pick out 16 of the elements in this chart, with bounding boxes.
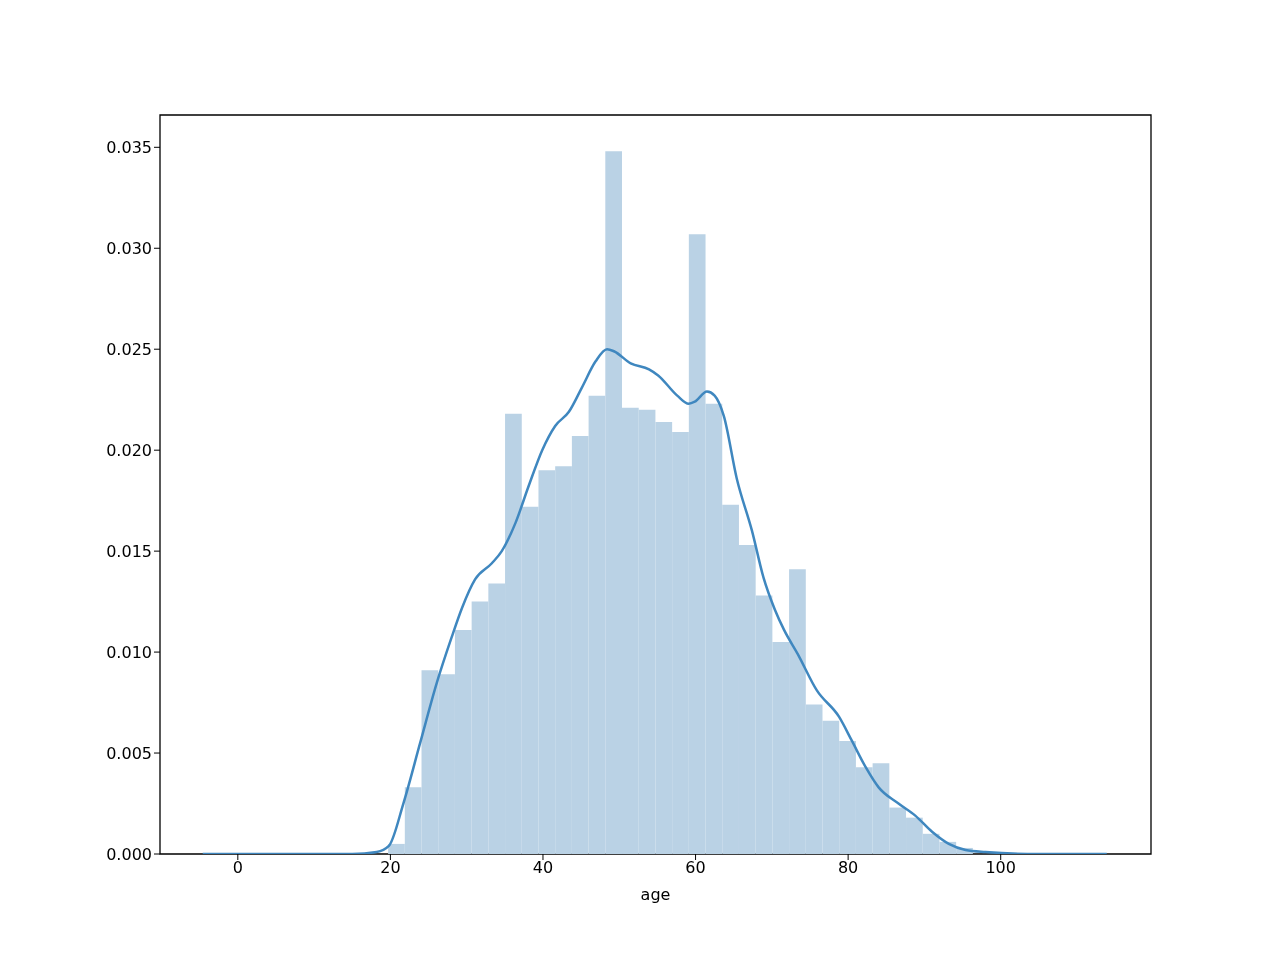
- y-tick-label: 0.030: [106, 238, 152, 258]
- x-tick-label: 60: [685, 858, 706, 878]
- x-tick-label: 20: [380, 858, 401, 878]
- y-tick-label: 0.035: [106, 137, 152, 157]
- x-tick-label: 0: [232, 858, 243, 878]
- y-tick-label: 0.005: [106, 743, 152, 763]
- y-tick-label: 0.025: [106, 339, 152, 359]
- x-tick-label: 40: [532, 858, 554, 878]
- y-tick-label: 0.000: [106, 844, 152, 864]
- x-tick-label: 80: [837, 858, 859, 878]
- y-tick-label: 0.010: [106, 642, 152, 662]
- x-tick-label: 100: [985, 858, 1016, 878]
- line-series: [201, 347, 1108, 854]
- y-tick-label: 0.015: [106, 541, 152, 561]
- y-tick-label: 0.020: [106, 440, 152, 460]
- x-axis-title: age: [640, 885, 671, 904]
